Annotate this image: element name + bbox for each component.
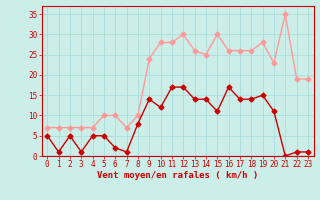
- X-axis label: Vent moyen/en rafales ( km/h ): Vent moyen/en rafales ( km/h ): [97, 171, 258, 180]
